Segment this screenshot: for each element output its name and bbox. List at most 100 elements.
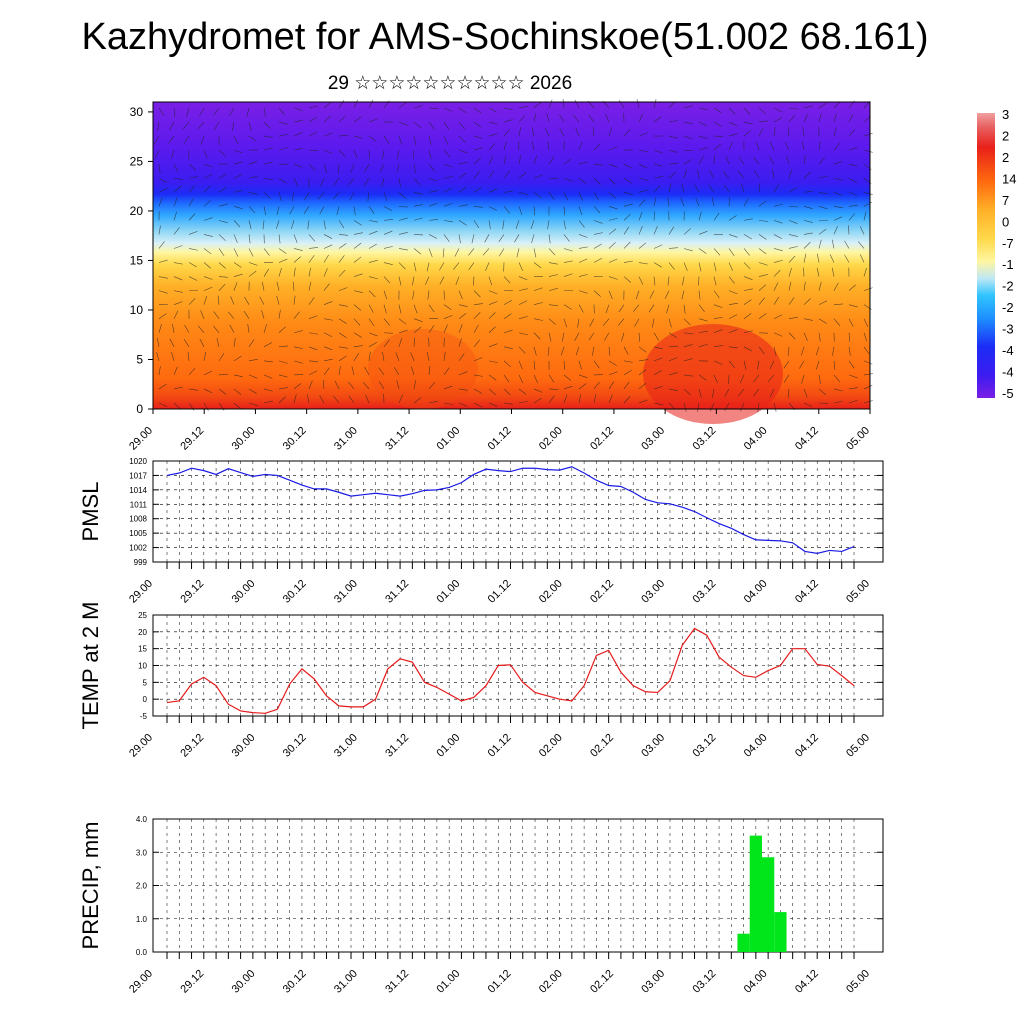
wind-arrow: [188, 185, 196, 193]
x-tick-label: 31.12: [383, 732, 411, 760]
wind-arrow: [426, 351, 430, 361]
wind-arrow: [428, 190, 438, 193]
y-tick-label: 1008: [129, 515, 147, 524]
wind-arrow: [291, 192, 295, 202]
wind-arrow: [323, 164, 328, 173]
x-tick-label: 01.00: [434, 425, 462, 453]
wind-arrow: [593, 206, 601, 214]
wind-arrow: [698, 388, 702, 398]
wind-arrow: [398, 248, 408, 251]
wind-arrow: [668, 149, 678, 153]
wind-arrow: [833, 127, 837, 137]
wind-arrow: [203, 276, 213, 280]
wind-arrow: [562, 99, 565, 109]
wind-arrow: [638, 242, 647, 249]
wind-arrow: [848, 332, 851, 342]
wind-arrow: [473, 206, 483, 208]
wind-arrow: [158, 324, 162, 333]
wind-arrow: [563, 304, 572, 310]
wind-arrow: [443, 187, 453, 193]
wind-arrow: [818, 102, 827, 109]
y-tick-label: 5: [136, 352, 143, 366]
wind-arrow: [333, 178, 340, 186]
wind-arrow: [833, 142, 840, 151]
wind-arrow: [425, 276, 430, 285]
wind-arrow: [439, 262, 445, 271]
wind-arrow: [413, 262, 417, 272]
precip-bar: [737, 933, 750, 952]
wind-arrow: [292, 281, 295, 291]
wind-arrow: [563, 360, 565, 370]
wind-arrow: [863, 373, 873, 376]
wind-arrow: [518, 115, 526, 123]
wind-arrow: [278, 234, 281, 244]
y-tick-label: 10: [138, 662, 147, 671]
wind-arrow: [353, 318, 361, 326]
wind-arrow: [498, 234, 505, 242]
wind-arrow: [863, 149, 873, 153]
wind-arrow: [353, 135, 363, 139]
wind-arrow: [743, 234, 752, 240]
wind-arrow: [443, 315, 453, 319]
wind-arrow: [653, 99, 657, 109]
wind-arrow: [698, 147, 708, 151]
wind-arrow: [818, 239, 822, 249]
wind-arrow: [773, 259, 783, 263]
wind-arrow: [773, 248, 783, 252]
wind-arrow: [638, 383, 647, 390]
wind-arrow: [233, 262, 242, 268]
wind-arrow: [197, 325, 205, 333]
colorbar-label: 2: [1002, 150, 1009, 165]
wind-arrow: [173, 402, 181, 410]
wind-arrow: [713, 316, 723, 320]
wind-arrow: [728, 302, 738, 305]
wind-arrow: [666, 304, 670, 314]
wind-arrow: [833, 177, 843, 181]
wind-arrow: [218, 276, 228, 278]
x-tick-label: 05.00: [844, 578, 872, 606]
wind-arrow: [638, 346, 647, 353]
wind-arrow: [653, 357, 663, 362]
wind-arrow: [787, 346, 790, 356]
wind-arrow: [244, 296, 250, 305]
colorbar-label: -2: [1002, 300, 1014, 315]
wind-arrow: [443, 163, 453, 168]
wind-arrow: [443, 290, 445, 300]
wind-arrow: [863, 360, 873, 365]
wind-arrow: [623, 177, 632, 184]
wind-arrow: [169, 121, 175, 131]
wind-arrow: [428, 164, 435, 172]
wind-arrow: [608, 206, 618, 210]
wind-arrow: [158, 383, 167, 390]
wind-arrow: [518, 276, 528, 281]
wind-arrow: [488, 121, 498, 125]
wind-arrow: [803, 298, 811, 305]
wind-arrow: [156, 352, 160, 361]
wind-arrow: [158, 197, 163, 207]
wind-arrow: [484, 234, 490, 243]
wind-arrow: [353, 220, 362, 226]
wind-arrow: [233, 374, 243, 378]
wind-arrow: [848, 213, 855, 221]
wind-arrow: [278, 133, 288, 137]
colorbar-label: -3: [1002, 322, 1014, 337]
wind-arrow: [668, 332, 677, 338]
wind-arrow: [383, 246, 393, 249]
wind-arrow: [263, 342, 273, 348]
wind-arrow: [801, 346, 805, 356]
wind-arrow: [578, 220, 585, 228]
wind-arrow: [593, 163, 603, 166]
wind-arrow: [396, 164, 400, 174]
wind-arrow: [848, 284, 856, 291]
wind-arrow: [458, 220, 467, 226]
x-tick-label: 04.00: [742, 968, 770, 996]
wind-arrow: [443, 149, 451, 158]
wind-arrow: [173, 310, 179, 319]
wind-arrow: [262, 281, 265, 291]
wind-arrow: [588, 332, 595, 341]
wind-arrow: [593, 220, 603, 224]
wind-arrow: [638, 149, 648, 153]
wind-arrow: [739, 374, 745, 384]
wind-arrow: [393, 367, 400, 376]
wind-arrow: [428, 400, 438, 404]
